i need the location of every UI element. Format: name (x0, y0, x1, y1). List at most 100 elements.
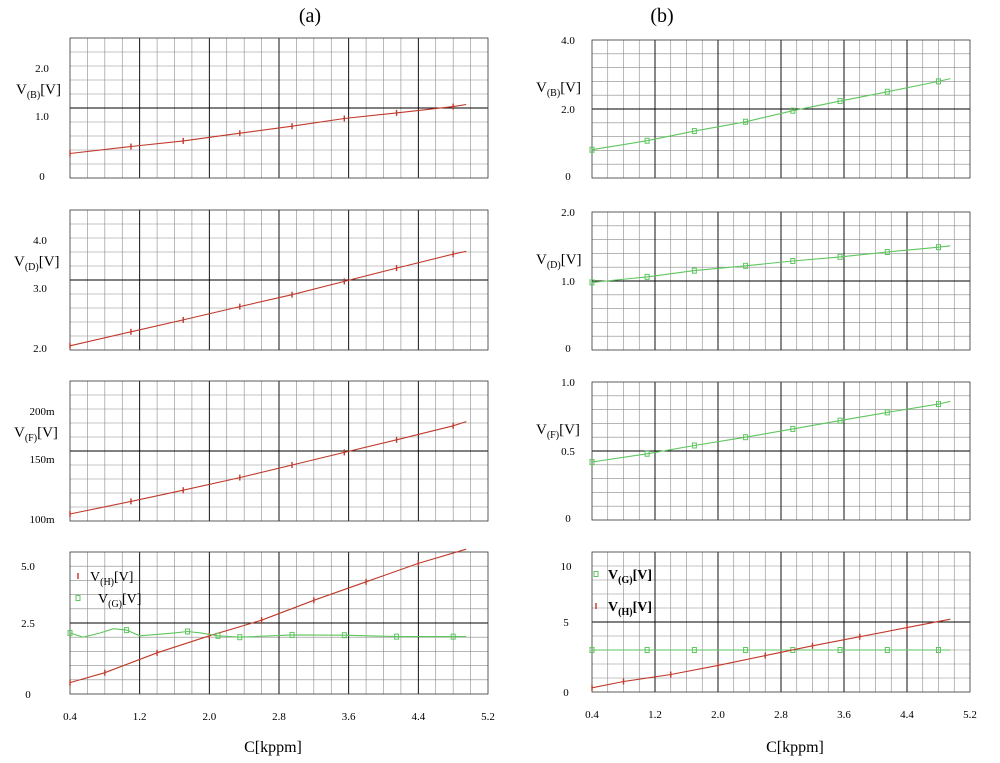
data-point-V(D) (589, 279, 595, 286)
y-tick-label: 1.0 (561, 276, 575, 288)
series-line-V(G) (69, 628, 467, 638)
legend-label: V(G)[V] (608, 568, 652, 586)
data-point-V(G) (743, 647, 749, 653)
data-point-V(D) (837, 253, 843, 260)
data-point-V(B) (589, 146, 595, 153)
series-line-V(F) (591, 400, 951, 463)
y-tick-label: 2.0 (561, 207, 575, 219)
chart-a2: 4.0 3.0 2.0 V(D)[V] (14, 209, 489, 355)
y-axis-label: V(B)[V] (16, 82, 61, 101)
y-axis-label: V(F)[V] (14, 425, 58, 444)
y-tick-label: 3.0 (33, 283, 47, 295)
legend-label: V(H)[V] (90, 570, 133, 588)
series-line-V(F) (69, 421, 467, 515)
data-point-V(G) (185, 628, 191, 635)
y-tick-label: 200m (29, 406, 55, 418)
data-point-V(F) (691, 442, 697, 449)
data-point-V(B) (743, 118, 749, 125)
chart-b1: 4.0 2.0 0 V(B)[V] (536, 35, 971, 183)
y-axis-label: V(F)[V] (536, 422, 580, 441)
chart-a4: 5.0 2.5 0 0.4 1.2 2.0 2.8 3.6 4.4 5.2 V(H)[V] V(G)[… (21, 548, 495, 723)
x-axis-label-a: C[kppm] (244, 739, 302, 756)
data-point-V(G) (837, 647, 843, 653)
data-point-V(B) (837, 98, 843, 105)
chart-a1: 2.0 1.0 0 V(B)[V] (16, 37, 489, 183)
y-axis-label: V(D)[V] (14, 254, 60, 273)
data-point-V(G) (237, 634, 243, 641)
chart-b3: 1.0 0.5 0 V(F)[V] (536, 377, 971, 525)
data-point-V(F) (884, 409, 890, 416)
plot-frame (69, 551, 489, 695)
y-tick-label: 150m (29, 454, 55, 466)
x-tick-label: 5.2 (481, 711, 495, 723)
series-line-V(H) (591, 618, 951, 689)
panel-label-a: (a) (299, 5, 321, 27)
y-tick-label: 2.0 (561, 104, 575, 116)
y-tick-label: 10 (561, 561, 573, 573)
data-point-V(D) (691, 267, 697, 274)
data-point-V(F) (936, 401, 941, 408)
legend-marker (75, 595, 81, 601)
data-point-V(G) (124, 627, 130, 634)
data-point-V(F) (743, 434, 749, 441)
series-line-V(B) (591, 78, 951, 151)
y-tick-label: 1.0 (561, 377, 575, 389)
series-line-V(D) (69, 250, 467, 347)
y-tick-label: 0 (565, 513, 571, 525)
data-point-V(D) (884, 249, 890, 256)
y-tick-label: 5.0 (21, 561, 35, 573)
data-point-V(G) (644, 647, 650, 653)
y-tick-label: 0 (25, 689, 31, 701)
legend-label: V(G)[V] (98, 592, 141, 610)
series-line-V(D) (591, 245, 951, 283)
data-point-V(G) (394, 633, 400, 640)
data-point-V(G) (936, 647, 941, 653)
y-tick-label: 4.0 (33, 235, 47, 247)
data-point-V(D) (644, 273, 650, 280)
y-tick-label: 2.0 (35, 63, 49, 75)
data-point-V(B) (644, 137, 650, 144)
plot-frame (591, 211, 971, 351)
x-tick-label: 2.8 (774, 709, 788, 721)
series-line-V(B) (69, 103, 467, 155)
data-point-V(G) (289, 631, 295, 638)
data-point-V(F) (589, 459, 595, 466)
plot-frame (591, 381, 971, 521)
data-point-V(G) (215, 632, 221, 639)
y-tick-label: 5 (563, 617, 569, 629)
plot-frame (591, 551, 971, 693)
data-point-V(G) (67, 629, 73, 636)
y-tick-label: 0 (563, 687, 569, 699)
data-point-V(G) (589, 647, 595, 653)
plot-frame (69, 209, 489, 351)
plot-frame (69, 37, 489, 179)
y-tick-label: 0 (565, 171, 571, 183)
x-tick-label: 2.0 (202, 711, 216, 723)
y-axis-label: V(D)[V] (536, 252, 582, 271)
chart-b2: 2.0 1.0 0 V(D)[V] (536, 207, 971, 355)
x-tick-label: 4.4 (900, 709, 914, 721)
y-axis-label: V(B)[V] (536, 80, 581, 99)
x-tick-label: 3.6 (837, 709, 851, 721)
plot-frame (591, 39, 971, 179)
x-axis-label-b: C[kppm] (766, 739, 824, 756)
chart-a3: 200m 150m 100m V(F)[V] (14, 380, 489, 526)
data-point-V(B) (884, 88, 890, 95)
data-point-V(D) (790, 257, 796, 264)
y-tick-label: 1.0 (35, 111, 49, 123)
chart-b4: 10 5 0 0.4 1.2 2.0 2.8 3.6 4.4 5.2 V(G)[V] V(H)[V] (561, 551, 977, 721)
x-tick-label: 0.4 (63, 711, 77, 723)
y-tick-label: 2.5 (21, 618, 35, 630)
panel-label-b: (b) (650, 5, 673, 27)
x-tick-label: 0.4 (585, 709, 599, 721)
data-point-V(G) (691, 647, 697, 653)
data-point-V(F) (790, 425, 796, 432)
x-tick-label: 5.2 (963, 709, 977, 721)
data-point-V(F) (837, 417, 843, 424)
y-tick-label: 0 (39, 171, 45, 183)
x-tick-label: 2.0 (711, 709, 725, 721)
y-tick-label: 0.5 (561, 446, 575, 458)
data-point-V(G) (341, 632, 347, 639)
x-tick-label: 1.2 (133, 711, 147, 723)
x-tick-label: 2.8 (272, 711, 286, 723)
